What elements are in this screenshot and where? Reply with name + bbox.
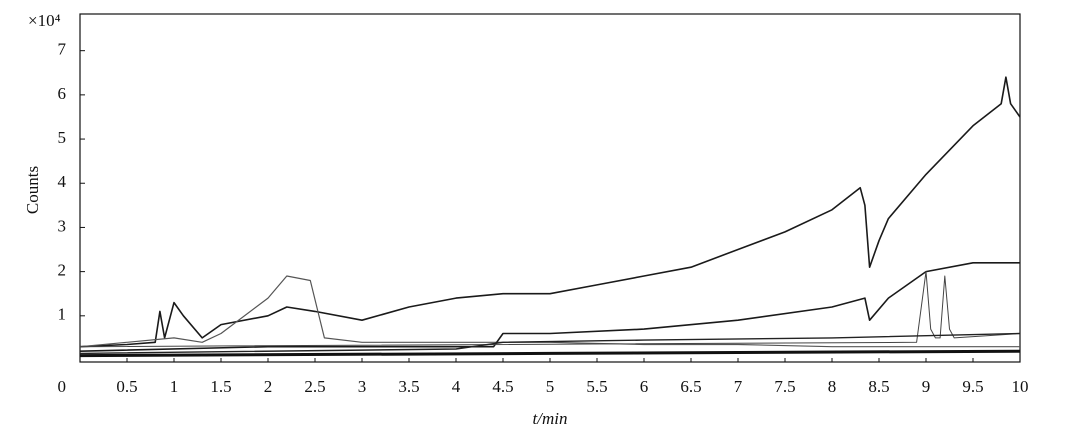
x-tick-label: 5.5 xyxy=(586,377,607,396)
series-line xyxy=(79,262,1020,352)
y-tick-label: 2 xyxy=(58,261,67,280)
series-line xyxy=(79,76,1021,348)
y-tick-label: 7 xyxy=(58,40,67,59)
x-tick-label: 10 xyxy=(1012,377,1029,396)
y-axis-label: Counts xyxy=(23,166,42,214)
x-tick-label: 9 xyxy=(922,377,931,396)
y-tick-label: 4 xyxy=(58,172,67,191)
x-tick-label: 6 xyxy=(640,377,649,396)
x-tick-label: 2.5 xyxy=(304,377,325,396)
x-tick-label: 7 xyxy=(734,377,743,396)
y-tick-label: 6 xyxy=(58,84,67,103)
x-tick-label: 8 xyxy=(828,377,837,396)
series-line xyxy=(79,349,1021,358)
x-tick-label: 6.5 xyxy=(680,377,701,396)
x-tick-label: 0.5 xyxy=(116,377,137,396)
y-tick-label: 3 xyxy=(58,216,67,235)
x-axis-label: t/min xyxy=(533,409,568,428)
x-tick-label: 4 xyxy=(452,377,461,396)
x-tick-label: 8.5 xyxy=(868,377,889,396)
series-line xyxy=(79,275,1020,348)
x-tick-label: 4.5 xyxy=(492,377,513,396)
x-tick-label: 3.5 xyxy=(398,377,419,396)
x-tick-label: 2 xyxy=(264,377,273,396)
series-line xyxy=(79,332,1021,355)
x-tick-label: 3 xyxy=(358,377,367,396)
y-multiplier: ×10⁴ xyxy=(28,11,61,30)
y-tick-label: 1 xyxy=(58,305,67,324)
y-tick-label: 5 xyxy=(58,128,67,147)
x-tick-label: 0 xyxy=(58,377,67,396)
x-tick-label: 9.5 xyxy=(962,377,983,396)
series-line xyxy=(79,271,1021,348)
x-tick-label: 7.5 xyxy=(774,377,795,396)
x-tick-label: 5 xyxy=(546,377,555,396)
x-tick-label: 1.5 xyxy=(210,377,231,396)
x-tick-label: 1 xyxy=(170,377,179,396)
